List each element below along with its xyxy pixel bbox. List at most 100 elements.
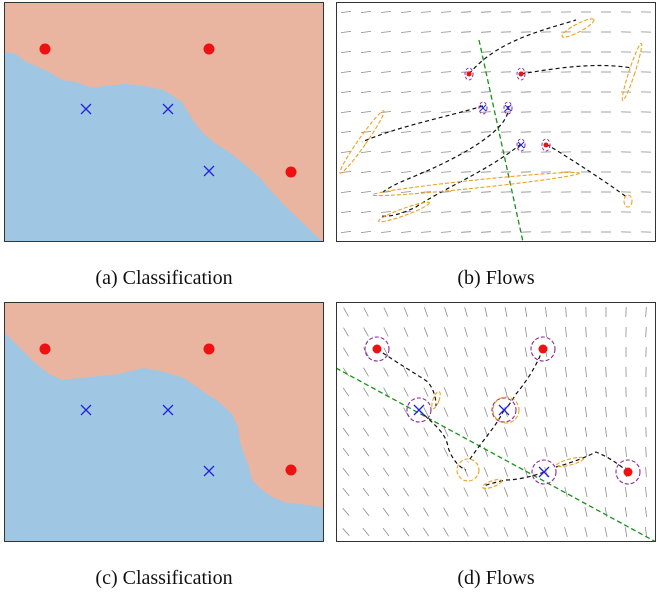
vector-field-arrow xyxy=(440,151,452,153)
vector-field-arrow xyxy=(460,211,472,213)
vector-field-arrow xyxy=(420,131,432,133)
panel-a-classification xyxy=(4,2,324,242)
vector-field-arrow xyxy=(480,151,492,153)
vector-field-arrow xyxy=(524,327,528,337)
vector-field-arrow xyxy=(484,307,488,317)
vector-field-arrow xyxy=(544,507,548,517)
vector-field-arrow xyxy=(460,231,472,233)
red-dot-point xyxy=(39,343,51,355)
vector-field-arrow xyxy=(342,467,350,477)
start-ellipse xyxy=(530,336,556,362)
flow-path xyxy=(382,105,509,193)
flow-background xyxy=(336,2,656,242)
vector-field-arrow xyxy=(363,327,369,337)
vector-field-arrow xyxy=(565,306,567,318)
vector-field-arrow xyxy=(342,387,350,397)
vector-field-arrow xyxy=(463,407,469,417)
vector-field-arrow xyxy=(443,367,449,377)
vector-field-arrow xyxy=(362,427,370,437)
vector-field-arrow xyxy=(340,11,352,13)
vector-field-arrow xyxy=(380,51,392,53)
vector-field-arrow xyxy=(340,171,352,173)
blue-cross-point xyxy=(517,141,525,149)
blue-cross-point xyxy=(203,465,215,477)
vector-field-arrow xyxy=(403,307,409,317)
red-dot-point xyxy=(466,71,472,77)
vector-field-arrow xyxy=(363,307,369,317)
vector-field-arrow xyxy=(480,131,492,133)
vector-field-arrow xyxy=(504,347,508,357)
vector-field-arrow xyxy=(343,307,349,317)
vector-field-arrow xyxy=(342,528,350,536)
vector-field-arrow xyxy=(440,171,452,173)
end-ellipse xyxy=(339,110,385,174)
vector-field-arrow xyxy=(645,326,647,338)
vector-field-arrow xyxy=(342,367,350,377)
vector-field-arrow xyxy=(400,31,412,33)
vector-field-arrow xyxy=(480,51,492,53)
vector-field-arrow xyxy=(400,231,412,233)
vector-field-arrow xyxy=(585,366,587,378)
vector-field-arrow xyxy=(420,231,432,233)
vector-field-arrow xyxy=(524,387,528,397)
vector-field-arrow xyxy=(382,507,390,517)
vector-field xyxy=(340,11,652,233)
vector-field-arrow xyxy=(420,11,432,13)
vector-field-arrow xyxy=(444,327,448,337)
vector-field-arrow xyxy=(402,487,410,497)
vector-field-arrow xyxy=(460,171,472,173)
vector-field-arrow xyxy=(340,191,352,193)
vector-field-arrow xyxy=(524,407,528,417)
vector-field-arrow xyxy=(564,387,568,397)
vector-field-arrow xyxy=(340,31,352,33)
vector-field-arrow xyxy=(584,487,588,497)
vector-field-arrow xyxy=(644,526,648,538)
end-ellipse xyxy=(372,171,580,197)
vector-field-arrow xyxy=(443,527,449,537)
vector-field-arrow xyxy=(584,406,588,418)
panel-c-plot xyxy=(4,302,324,542)
vector-field-arrow xyxy=(484,387,488,397)
vector-field-arrow xyxy=(645,486,647,498)
decision-boundary xyxy=(336,367,656,542)
vector-field-arrow xyxy=(420,51,432,53)
vector-field-arrow xyxy=(564,427,568,437)
vector-field-arrow xyxy=(402,507,410,517)
vector-field-arrow xyxy=(363,387,369,397)
panel-c-classification xyxy=(4,302,324,542)
vector-field-arrow xyxy=(544,527,548,537)
vector-field-arrow xyxy=(483,507,489,517)
vector-field-arrow xyxy=(463,387,469,397)
blue-crosses xyxy=(413,404,550,478)
vector-field-arrow xyxy=(342,507,350,517)
vector-field-arrow xyxy=(460,51,472,53)
decision-boundary xyxy=(478,39,524,242)
vector-field-arrow xyxy=(605,406,607,418)
end-ellipse xyxy=(481,479,503,489)
vector-field-arrow xyxy=(645,446,647,458)
start-ellipse xyxy=(491,397,517,423)
vector-field-arrow xyxy=(585,326,587,338)
panel-a-plot xyxy=(4,2,324,242)
vector-field-arrow xyxy=(584,527,588,537)
vector-field-arrow xyxy=(480,91,492,93)
vector-field-arrow xyxy=(440,111,452,113)
blue-crosses xyxy=(479,104,525,149)
vector-field-arrow xyxy=(645,306,647,318)
vector-field-arrow xyxy=(443,407,449,417)
red-dot-point xyxy=(285,464,297,476)
vector-field-arrow xyxy=(443,487,449,497)
vector-field-arrow xyxy=(484,347,488,357)
vector-field-arrow xyxy=(382,527,390,537)
vector-field-arrow xyxy=(624,507,628,517)
panel-b-flows xyxy=(336,2,656,242)
vector-field-arrow xyxy=(584,507,588,517)
vector-field-arrow xyxy=(362,467,370,477)
flow-path xyxy=(555,451,629,473)
vector-field-arrow xyxy=(363,367,369,377)
vector-field-arrow xyxy=(383,427,389,437)
vector-field-arrow xyxy=(383,407,389,417)
red-dots xyxy=(466,71,549,148)
vector-field-arrow xyxy=(343,327,349,337)
vector-field-arrow xyxy=(523,507,529,517)
